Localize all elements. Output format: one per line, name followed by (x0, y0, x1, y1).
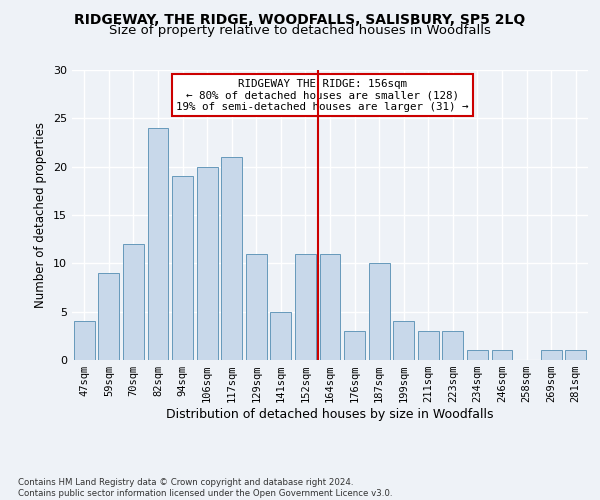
Bar (98, 273, 119, 360)
Bar (74, 322, 95, 360)
Bar (393, 322, 414, 360)
Bar (491, 350, 512, 360)
Bar (565, 350, 586, 360)
Bar (172, 176, 193, 360)
Bar (295, 254, 316, 360)
Bar (197, 166, 218, 360)
Y-axis label: Number of detached properties: Number of detached properties (34, 122, 47, 308)
Text: RIDGEWAY, THE RIDGE, WOODFALLS, SALISBURY, SP5 2LQ: RIDGEWAY, THE RIDGE, WOODFALLS, SALISBUR… (74, 12, 526, 26)
Text: Size of property relative to detached houses in Woodfalls: Size of property relative to detached ho… (109, 24, 491, 37)
Bar (271, 312, 292, 360)
Bar (246, 254, 267, 360)
Bar (123, 244, 144, 360)
Bar (541, 350, 562, 360)
Bar (148, 128, 169, 360)
Bar (368, 264, 389, 360)
Bar (467, 350, 488, 360)
Bar (442, 331, 463, 360)
Bar (344, 331, 365, 360)
X-axis label: Distribution of detached houses by size in Woodfalls: Distribution of detached houses by size … (166, 408, 494, 421)
Bar (418, 331, 439, 360)
Text: RIDGEWAY THE RIDGE: 156sqm
← 80% of detached houses are smaller (128)
19% of sem: RIDGEWAY THE RIDGE: 156sqm ← 80% of deta… (176, 78, 469, 112)
Bar (320, 254, 340, 360)
Bar (221, 157, 242, 360)
Text: Contains HM Land Registry data © Crown copyright and database right 2024.
Contai: Contains HM Land Registry data © Crown c… (18, 478, 392, 498)
